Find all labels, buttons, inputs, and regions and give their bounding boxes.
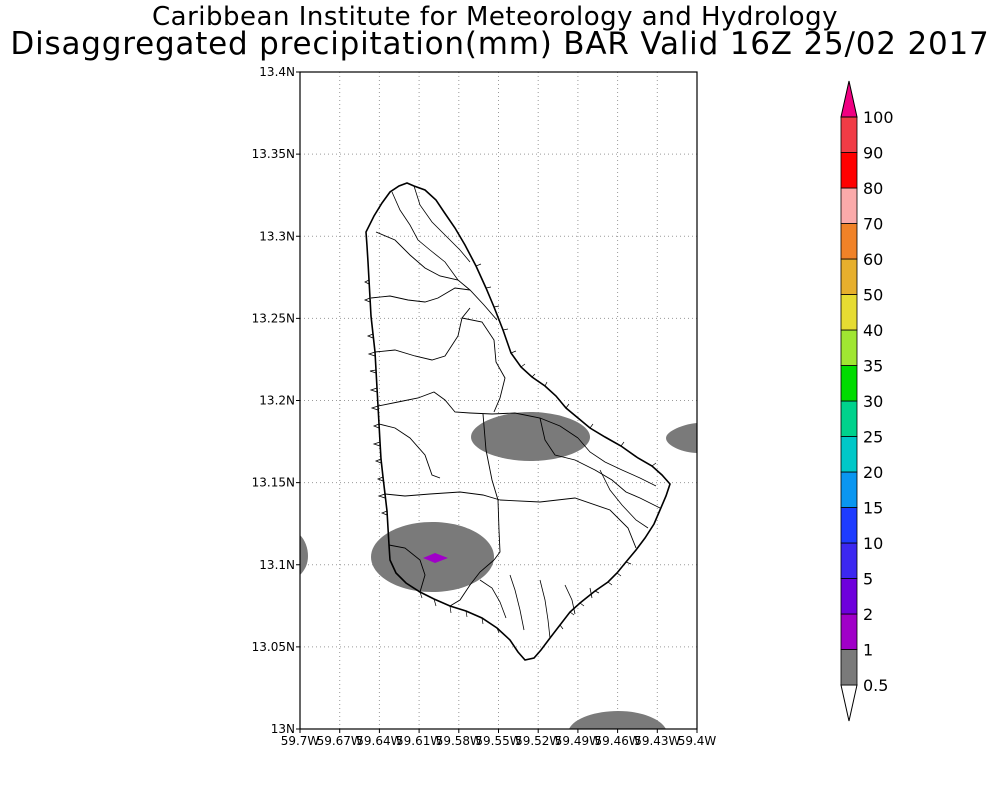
precip-area-west-edge <box>300 535 308 575</box>
latitude-axis: 13.4N 13.35N 13.3N 13.25N 13.2N 13.15N 13.1N 13… <box>252 65 300 736</box>
colorbar-bin <box>840 152 858 189</box>
boundary-southwest <box>388 544 495 607</box>
lat-tick-label: 13.35N <box>252 147 295 161</box>
lat-tick-label: 13N <box>271 722 295 736</box>
boundary-south-coast-detail <box>419 561 632 646</box>
colorbar-level-label: 5 <box>863 570 873 589</box>
lon-tick-label: 59.67W <box>317 734 363 748</box>
colorbar-bin <box>840 187 858 224</box>
boundary-stream-2 <box>413 185 471 263</box>
colorbar-level-label: 0.5 <box>863 676 888 695</box>
lon-tick-label: 59.52W <box>515 734 561 748</box>
lat-tick-label: 13.05N <box>252 640 295 654</box>
colorbar-bin <box>840 649 858 686</box>
lon-tick-label: 59.58W <box>436 734 482 748</box>
coastline <box>365 182 671 661</box>
colorbar-bin <box>840 613 858 650</box>
colorbar-bin <box>840 116 858 153</box>
precip-area-east-edge <box>666 423 697 453</box>
colorbar-low-cap <box>840 684 858 722</box>
map-panel <box>299 71 698 730</box>
colorbar-bin <box>840 365 858 402</box>
lat-tick-label: 13.2N <box>259 394 295 408</box>
colorbar-level-label: 100 <box>863 108 894 127</box>
colorbar-level-label: 90 <box>863 144 883 163</box>
boundary-mid-2 <box>378 423 441 479</box>
lon-tick-label: 59.4W <box>678 734 717 748</box>
longitude-axis: 59.7W59.67W59.64W59.61W59.58W59.55W59.52… <box>281 729 717 748</box>
colorbar-bin <box>840 507 858 544</box>
boundary-south-streams <box>479 574 593 639</box>
boundary-central <box>461 317 506 413</box>
colorbar-level-label: 15 <box>863 499 883 518</box>
lon-tick-label: 59.49W <box>555 734 601 748</box>
boundary-mid <box>377 391 579 439</box>
colorbar-bin <box>840 578 858 615</box>
colorbar-level-label: 60 <box>863 250 883 269</box>
island-outline <box>363 182 671 661</box>
colorbar-bin <box>840 542 858 579</box>
boundary-west-south <box>384 491 501 501</box>
lon-tick-label: 59.7W <box>281 734 320 748</box>
precip-areas <box>300 412 697 729</box>
boundary-south-central <box>482 413 637 561</box>
lon-tick-label: 59.61W <box>396 734 442 748</box>
lon-tick-label: 59.55W <box>475 734 521 748</box>
colorbar-bin <box>840 400 858 437</box>
colorbar-high-cap <box>840 80 858 118</box>
colorbar-level-label: 80 <box>863 179 883 198</box>
precip-area-east-central <box>471 412 590 461</box>
lat-tick-label: 13.1N <box>259 558 295 572</box>
boundary-east-streams <box>577 437 657 529</box>
lon-tick-label: 59.64W <box>356 734 402 748</box>
chart-title: Caribbean Institute for Meteorology and … <box>152 2 838 32</box>
lat-tick-label: 13.25N <box>252 311 295 325</box>
colorbar-level-label: 10 <box>863 534 883 553</box>
lat-tick-label: 13.3N <box>259 229 295 243</box>
colorbar-bin <box>840 471 858 508</box>
lat-tick-label: 13.4N <box>259 65 295 79</box>
boundary-north <box>375 231 498 321</box>
lon-tick-label: 59.43W <box>634 734 680 748</box>
colorbar-bin <box>840 294 858 331</box>
colorbar-bin <box>840 258 858 295</box>
boundary-ne-detail <box>475 263 657 467</box>
boundary-north-2 <box>370 287 471 303</box>
colorbar-level-label: 50 <box>863 286 883 305</box>
colorbar-level-label: 35 <box>863 357 883 376</box>
boundary-stream-1 <box>391 191 459 281</box>
boundary-central-west <box>374 307 471 361</box>
precip-area-south <box>569 711 666 729</box>
colorbar-bin <box>840 329 858 366</box>
colorbar-level-label: 20 <box>863 463 883 482</box>
lon-tick-label: 59.46W <box>594 734 640 748</box>
colorbar-bin <box>840 223 858 260</box>
precip-core-purple <box>423 553 448 563</box>
colorbar-level-label: 70 <box>863 215 883 234</box>
colorbar-level-label: 2 <box>863 605 873 624</box>
colorbar-bin <box>840 436 858 473</box>
chart-subtitle: Disaggregated precipitation(mm) BAR Vali… <box>10 26 990 62</box>
colorbar-level-label: 25 <box>863 428 883 447</box>
lat-tick-label: 13.15N <box>252 476 295 490</box>
colorbar-level-label: 1 <box>863 641 873 660</box>
boundary-st-george-st-john <box>539 417 661 509</box>
colorbar-level-label: 40 <box>863 321 883 340</box>
colorbar-level-label: 30 <box>863 392 883 411</box>
coast-west-detail <box>363 279 388 516</box>
